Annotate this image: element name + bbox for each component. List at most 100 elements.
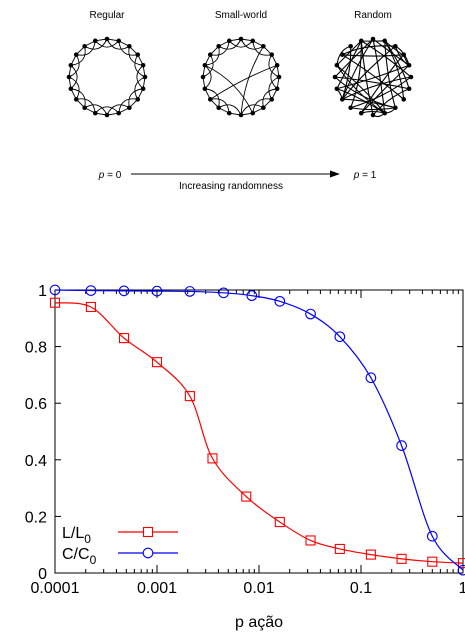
edge	[228, 40, 254, 48]
edge	[84, 38, 108, 50]
axis-tick-labels: 0 0.2 0.4 0.6 0.8 1 0.0001 0.001 0.01 0.1 1	[25, 283, 465, 597]
node	[382, 110, 388, 116]
x-tick-label: 1	[459, 580, 465, 597]
edge	[341, 46, 352, 100]
data-point-circle	[246, 290, 258, 302]
series-line-0	[54, 302, 464, 564]
edge	[342, 54, 404, 57]
data-point-circle	[151, 285, 163, 297]
y-tick-label: 0.4	[25, 453, 47, 470]
data-point-square	[241, 491, 252, 502]
edge	[70, 46, 86, 66]
edge	[210, 98, 230, 114]
regular-network-graph	[66, 36, 148, 118]
data-point-circle	[426, 530, 438, 542]
node	[140, 86, 146, 92]
edge	[218, 104, 242, 116]
legend-label-0: L/L0	[62, 525, 91, 546]
node	[238, 112, 244, 118]
edge	[341, 54, 405, 100]
node	[104, 36, 110, 42]
edge	[336, 64, 410, 90]
node	[401, 97, 407, 102]
edge	[204, 64, 254, 114]
edge	[84, 104, 108, 116]
data-point-square	[274, 517, 285, 528]
node	[202, 86, 208, 92]
edge	[134, 54, 146, 78]
x-tick-label: 0.1	[350, 580, 372, 597]
data-point-circle	[49, 284, 61, 296]
node	[334, 86, 340, 92]
node	[92, 38, 98, 44]
data-point-circle	[85, 285, 97, 296]
edge	[136, 64, 144, 90]
data-point-square	[118, 333, 130, 344]
node	[238, 36, 244, 42]
node	[82, 105, 87, 111]
plot-frame	[54, 289, 464, 574]
edge	[334, 38, 374, 78]
edge	[70, 88, 86, 108]
node	[82, 43, 87, 49]
axis-ticks	[54, 289, 464, 574]
x-tick-label: 0.001	[137, 580, 177, 597]
legend-marker-circle	[142, 547, 154, 559]
edge	[134, 76, 146, 100]
data-point-square	[334, 543, 345, 554]
data-point-square	[365, 549, 376, 560]
node	[207, 52, 213, 57]
node	[393, 105, 398, 111]
y-tick-label: 0.8	[25, 340, 47, 357]
edge	[240, 38, 264, 50]
node	[274, 62, 280, 68]
node	[127, 105, 132, 111]
x-axis-label: p ação	[235, 614, 283, 631]
edge	[210, 40, 230, 56]
x-tick-label: 0.0001	[31, 580, 80, 597]
node	[401, 52, 407, 57]
node	[116, 38, 122, 44]
node	[261, 105, 266, 111]
edge	[270, 64, 278, 90]
edge	[94, 40, 120, 48]
node	[408, 74, 414, 80]
node	[142, 74, 148, 80]
node	[135, 97, 141, 102]
network-title-random: Random	[354, 10, 392, 21]
node	[269, 97, 275, 102]
data-point-circle	[305, 308, 316, 320]
node	[250, 110, 256, 116]
edge	[106, 104, 130, 116]
y-tick-label: 0	[38, 566, 47, 583]
y-tick-label: 1	[38, 283, 47, 300]
data-point-circle	[457, 564, 465, 576]
edge	[252, 40, 272, 56]
node	[261, 43, 266, 49]
edge	[342, 76, 412, 100]
node	[226, 38, 232, 44]
edge	[204, 88, 220, 108]
random-network-graph	[332, 36, 414, 118]
p-zero-label: p = 0	[98, 170, 122, 181]
edge	[262, 88, 278, 108]
edge	[68, 54, 80, 78]
randomness-arrow-head	[330, 170, 340, 178]
edge	[360, 64, 410, 114]
edge	[70, 64, 78, 90]
data-point-square	[151, 357, 163, 368]
line-chart: 0 0.2 0.4 0.6 0.8 1 0.0001 0.001 0.01 0.1 1 p ação…	[25, 283, 465, 631]
network-title-small-world: Small-world	[215, 10, 267, 21]
edge	[204, 46, 220, 66]
data-point-circle	[218, 287, 229, 299]
node	[370, 36, 376, 42]
edge	[342, 45, 396, 56]
node	[406, 86, 412, 92]
edge	[252, 98, 272, 114]
edge	[341, 45, 396, 100]
edge	[202, 54, 214, 78]
edge	[118, 98, 138, 114]
edge	[204, 64, 212, 90]
node	[334, 62, 340, 68]
